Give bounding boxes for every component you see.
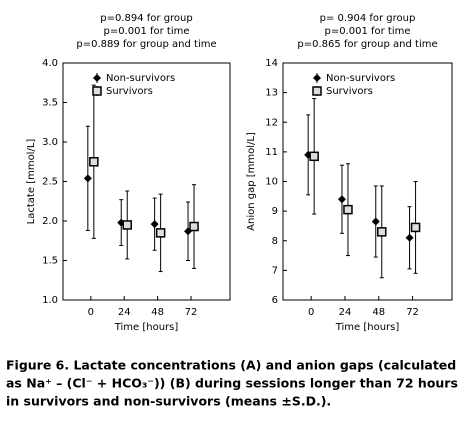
y-tick-label: 12 <box>265 117 278 128</box>
marker-square <box>377 227 387 237</box>
y-axis-label: Anion gap [mmol/L] <box>246 132 257 231</box>
marker-square <box>410 222 421 233</box>
y-tick-label: 14 <box>265 58 278 69</box>
y-tick-label: 13 <box>265 88 278 99</box>
marker-diamond <box>371 217 380 226</box>
x-axis-label: Time [hours] <box>114 322 179 333</box>
marker-square <box>309 151 319 162</box>
x-axis-label: Time [hours] <box>335 322 400 333</box>
y-tick-label: 6 <box>272 295 278 306</box>
caption-line: as Na⁺ – (Cl⁻ + HCO₃⁻)) (B) during sessi… <box>6 376 458 391</box>
y-tick-label: 2.5 <box>42 177 58 188</box>
marker-diamond <box>83 174 92 183</box>
y-axis-label: Lactate [mmol/L] <box>26 139 37 225</box>
x-tick-label: 72 <box>406 307 419 318</box>
legend-label: Non-survivors <box>326 73 395 84</box>
marker-square <box>312 86 322 96</box>
marker-diamond <box>150 220 159 229</box>
marker-diamond <box>313 74 321 82</box>
annotation: p=0.894 for group <box>100 13 193 24</box>
x-tick-label: 0 <box>308 307 314 318</box>
marker-diamond <box>93 74 101 82</box>
annotation: p=0.001 for time <box>324 26 410 37</box>
y-tick-label: 10 <box>265 177 278 188</box>
y-tick-label: 4.0 <box>42 58 58 69</box>
y-tick-label: 2.0 <box>42 216 58 227</box>
x-tick-label: 24 <box>118 307 131 318</box>
y-tick-label: 1.0 <box>42 295 58 306</box>
marker-square <box>92 86 102 96</box>
legend-label: Survivors <box>326 86 373 97</box>
x-tick-label: 48 <box>151 307 164 318</box>
y-tick-label: 8 <box>272 236 278 247</box>
y-tick-label: 1.5 <box>42 256 58 267</box>
x-tick-label: 24 <box>339 307 352 318</box>
caption-line: in survivors and non-survivors (means ±S… <box>6 394 331 409</box>
marker-square <box>89 157 99 167</box>
caption-line: Figure 6. Lactate concentrations (A) and… <box>6 358 456 373</box>
marker-diamond <box>405 233 414 242</box>
x-tick-label: 72 <box>185 307 198 318</box>
annotation: p= 0.904 for group <box>320 13 416 24</box>
marker-square <box>122 220 132 230</box>
annotation: p=0.865 for group and time <box>297 39 437 50</box>
legend-label: Survivors <box>106 86 153 97</box>
annotation: p=0.889 for group and time <box>76 39 216 50</box>
legend-label: Non-survivors <box>106 73 175 84</box>
x-tick-label: 48 <box>372 307 385 318</box>
annotation: p=0.001 for time <box>103 26 189 37</box>
marker-square <box>189 221 199 232</box>
marker-square <box>155 228 166 238</box>
marker-diamond <box>337 195 346 204</box>
marker-square <box>343 204 353 215</box>
y-tick-label: 7 <box>272 265 278 276</box>
y-tick-label: 11 <box>265 147 278 158</box>
y-tick-label: 3.0 <box>42 137 58 148</box>
y-tick-label: 9 <box>272 206 278 217</box>
x-tick-label: 0 <box>88 307 94 318</box>
y-tick-label: 3.5 <box>42 98 58 109</box>
